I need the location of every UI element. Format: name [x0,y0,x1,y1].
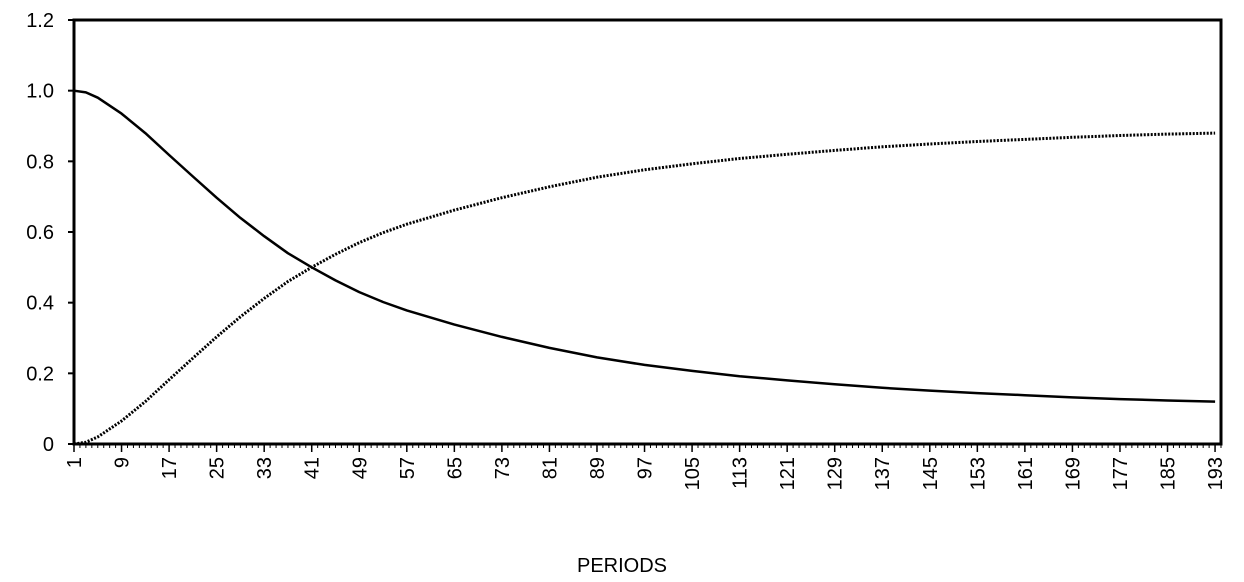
x-tick-label: 169 [1062,457,1084,490]
x-tick-label: 41 [302,457,324,479]
x-tick-label: 73 [492,457,514,479]
x-tick-label: 57 [397,457,419,479]
x-tick-label: 161 [1015,457,1037,490]
y-tick-label: 0.4 [26,293,54,315]
y-tick-label: 0 [43,434,54,456]
x-tick-label: 9 [112,457,134,468]
x-tick-label: 17 [159,457,181,479]
series-line-1 [73,89,1216,403]
x-tick-label: 129 [825,457,847,490]
plot-area [72,18,1223,446]
y-tick-label: 0.6 [26,222,54,244]
x-tick-label: 81 [539,457,561,479]
series-layer [73,89,1216,446]
x-tick-label: 105 [682,457,704,490]
x-tick-label: 89 [587,457,609,479]
x-tick-label: 113 [730,457,752,489]
x-tick-label: 177 [1110,457,1132,490]
y-tick-label: 1.0 [26,81,54,103]
x-tick-label: 33 [254,457,276,479]
x-tick-label: 97 [635,457,657,479]
x-tick-label: 137 [872,457,894,490]
x-axis: 1 9 17 25 33 41 49 57 65 73 81 89 97 105 113 121 129 137 1… [64,444,1227,490]
y-tick-label: 0.2 [26,363,54,385]
y-axis: 0 0.2 0.4 0.6 0.8 1.0 1.2 [26,10,74,456]
x-tick-label: 25 [207,457,229,479]
x-tick-label: 185 [1158,457,1180,490]
x-tick-label: 49 [349,457,371,479]
x-tick-label: 153 [967,457,989,490]
x-axis-title: PERIODS [577,555,667,577]
x-tick-label: 1 [64,457,86,468]
x-tick-label: 145 [920,457,942,490]
x-tick-label: 65 [444,457,466,479]
x-tick-label: 193 [1205,457,1227,490]
y-tick-label: 0.8 [26,151,54,173]
y-tick-label: 1.2 [26,10,54,32]
x-tick-label: 121 [777,457,799,490]
series-line-2 [73,131,1216,446]
